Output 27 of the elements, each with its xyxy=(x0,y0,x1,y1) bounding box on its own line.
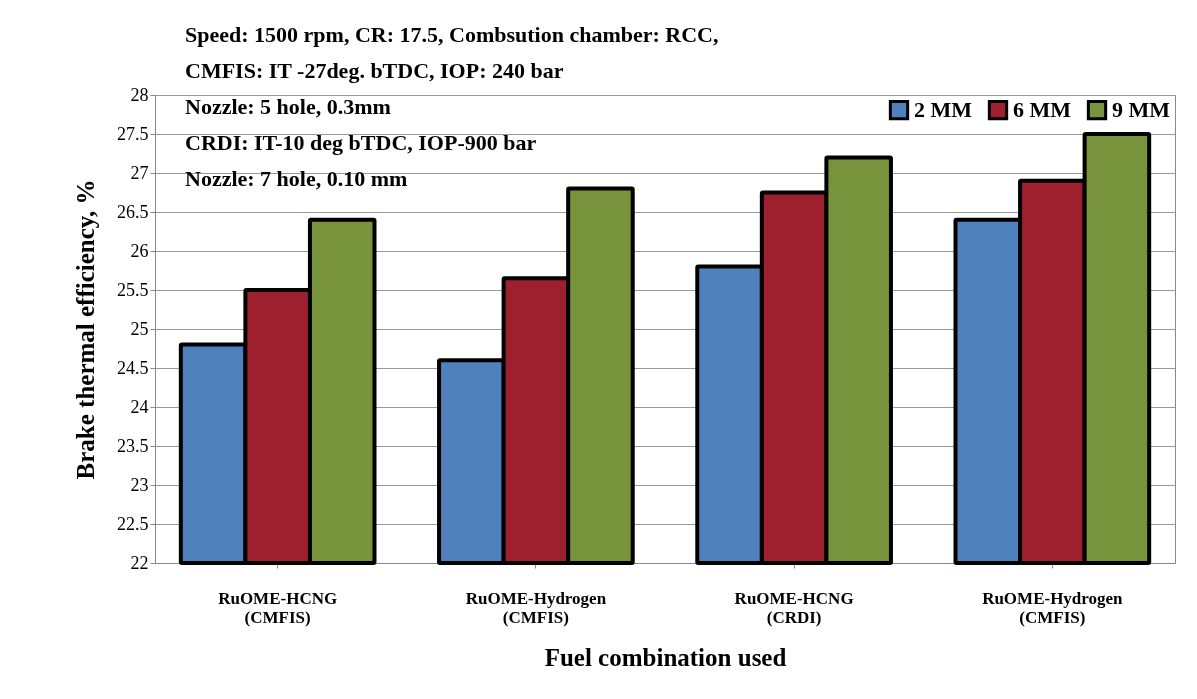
y-tick-label: 23.5 xyxy=(117,435,149,456)
y-tick-label: 25.5 xyxy=(117,279,149,300)
text: Speed: 1500 rpm, CR: 17.5, Combsution chamber: RCC, xyxy=(185,22,719,47)
y-tick-label: 25 xyxy=(130,318,149,339)
x-tick-label: RuOME-HCNG (CRDI) xyxy=(734,588,854,627)
x-tick-label: RuOME-Hydrogen (CMFIS) xyxy=(465,588,607,627)
y-tick-label: 26 xyxy=(130,240,149,261)
y-tick-label: 28 xyxy=(130,84,149,105)
x-tick-label: RuOME-HCNG (CMFIS) xyxy=(218,588,338,627)
annotation: CRDI: IT-10 deg bTDC, IOP-900 bar xyxy=(185,130,537,155)
legend-label: 9 MM xyxy=(1112,97,1171,123)
legend-label: 2 MM xyxy=(914,97,973,123)
legend-label: 6 MM xyxy=(1013,97,1072,123)
text: CMFIS: IT -27deg. bTDC, IOP: 240 bar xyxy=(185,58,564,83)
y-tick-label: 26.5 xyxy=(117,201,149,222)
x-axis-title: Fuel combination used xyxy=(544,643,787,671)
annotation: Nozzle: 5 hole, 0.3mm xyxy=(185,94,391,119)
y-axis-title: Brake thermal efficiency, % xyxy=(72,179,99,480)
y-tick-label: 24 xyxy=(130,396,149,417)
y-tick-label: 23 xyxy=(130,474,149,495)
y-tick-label: 27 xyxy=(130,162,149,183)
y-tick-label: 27.5 xyxy=(117,123,149,144)
y-tick-label: 22.5 xyxy=(117,513,149,534)
x-tick-label: RuOME-Hydrogen (CMFIS) xyxy=(982,588,1124,627)
y-tick-label: 22 xyxy=(130,552,149,573)
annotation: Nozzle: 7 hole, 0.10 mm xyxy=(185,166,408,191)
y-tick-label: 24.5 xyxy=(117,357,149,378)
